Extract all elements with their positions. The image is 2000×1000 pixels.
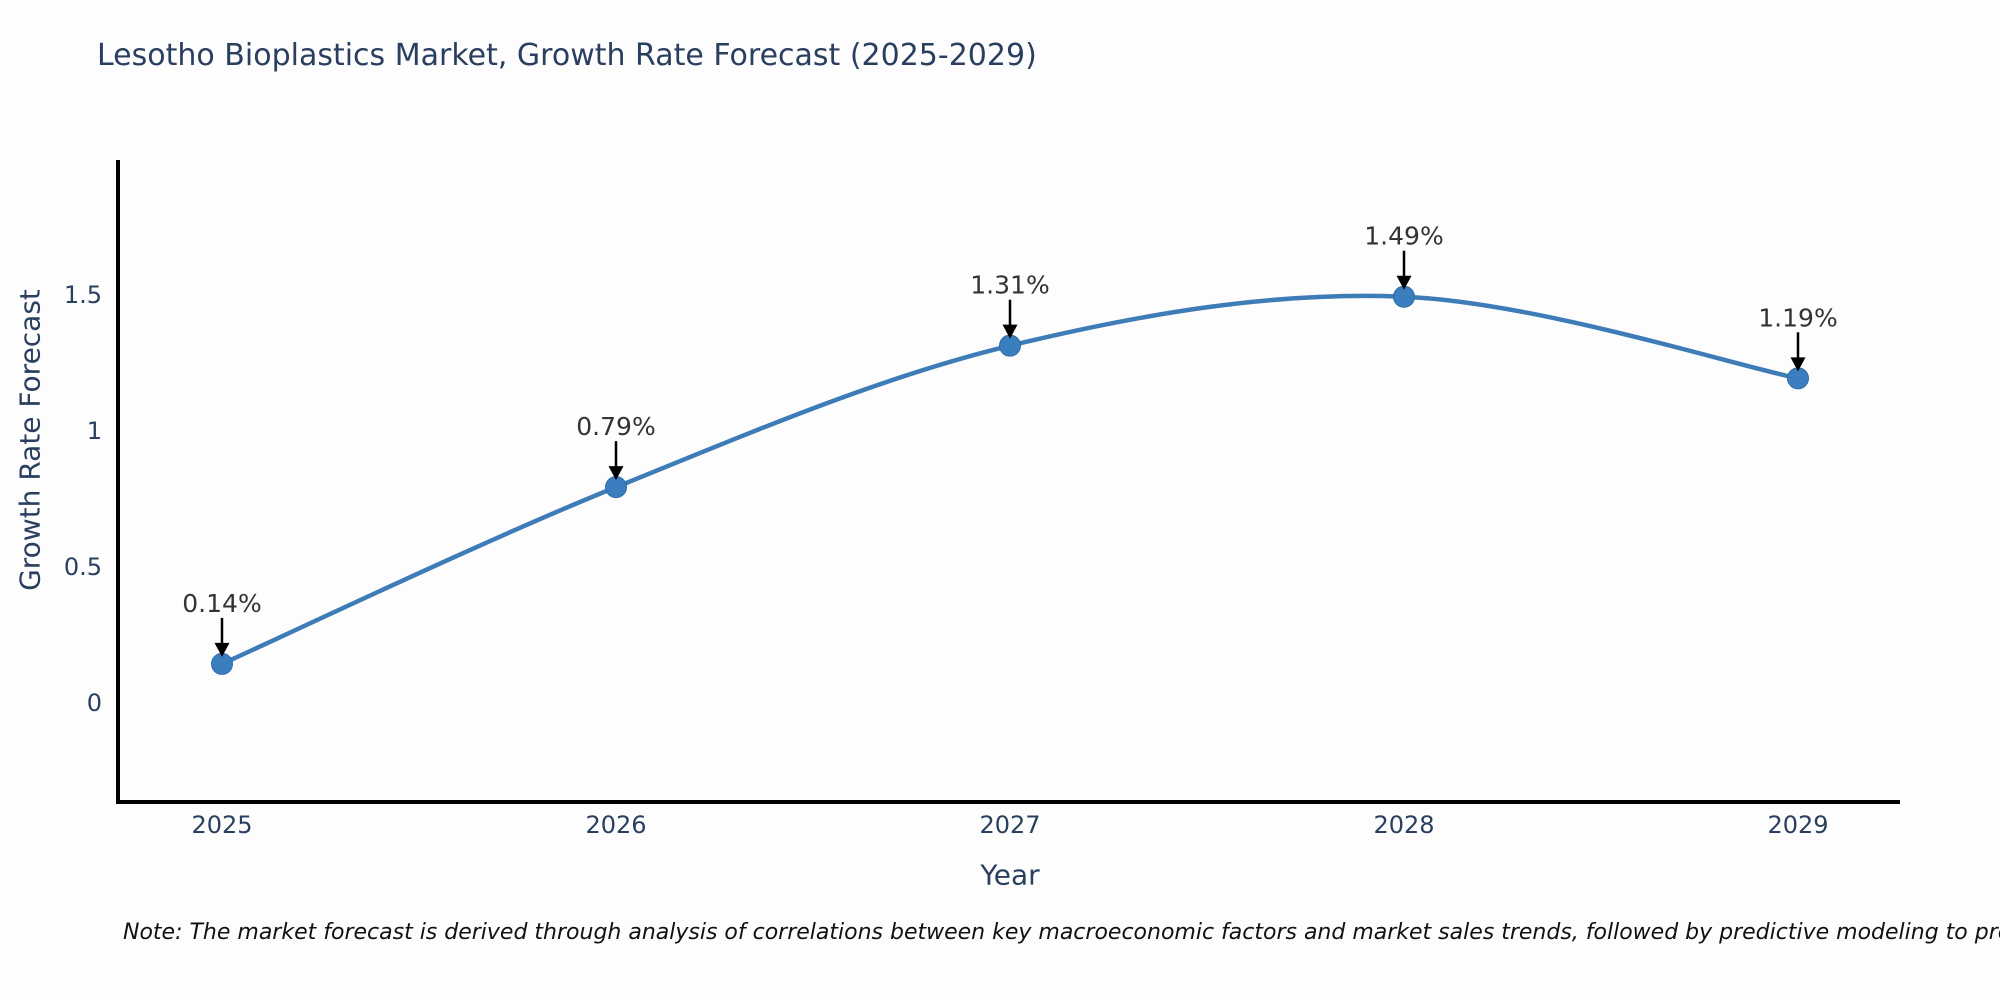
chart-title: Lesotho Bioplastics Market, Growth Rate … [97, 38, 1037, 73]
x-tick-label: 2026 [585, 811, 646, 839]
x-tick-label: 2027 [979, 811, 1040, 839]
x-tick-label: 2025 [191, 811, 252, 839]
data-point-label: 0.79% [576, 412, 655, 441]
x-axis-title: Year [980, 858, 1040, 892]
x-tick-label: 2028 [1373, 811, 1434, 839]
x-tick-label: 2029 [1767, 811, 1828, 839]
annotation-arrowhead-icon [214, 642, 230, 657]
data-point-label: 1.31% [970, 271, 1049, 300]
annotation-arrowhead-icon [1790, 357, 1806, 372]
y-axis-title: Growth Rate Forecast [13, 289, 47, 591]
annotation-arrowhead-icon [1002, 324, 1018, 339]
y-tick-label: 1 [87, 417, 102, 445]
annotation-arrowhead-icon [608, 466, 624, 481]
y-tick-label: 1.5 [64, 281, 102, 309]
annotation-arrowhead-icon [1396, 275, 1412, 290]
y-tick-label: 0.5 [64, 553, 102, 581]
data-point-label: 1.19% [1758, 303, 1837, 332]
footnote: Note: The market forecast is derived thr… [123, 920, 2000, 945]
data-point-label: 1.49% [1364, 222, 1443, 251]
data-point-label: 0.14% [182, 589, 261, 618]
y-tick-label: 0 [87, 689, 102, 717]
